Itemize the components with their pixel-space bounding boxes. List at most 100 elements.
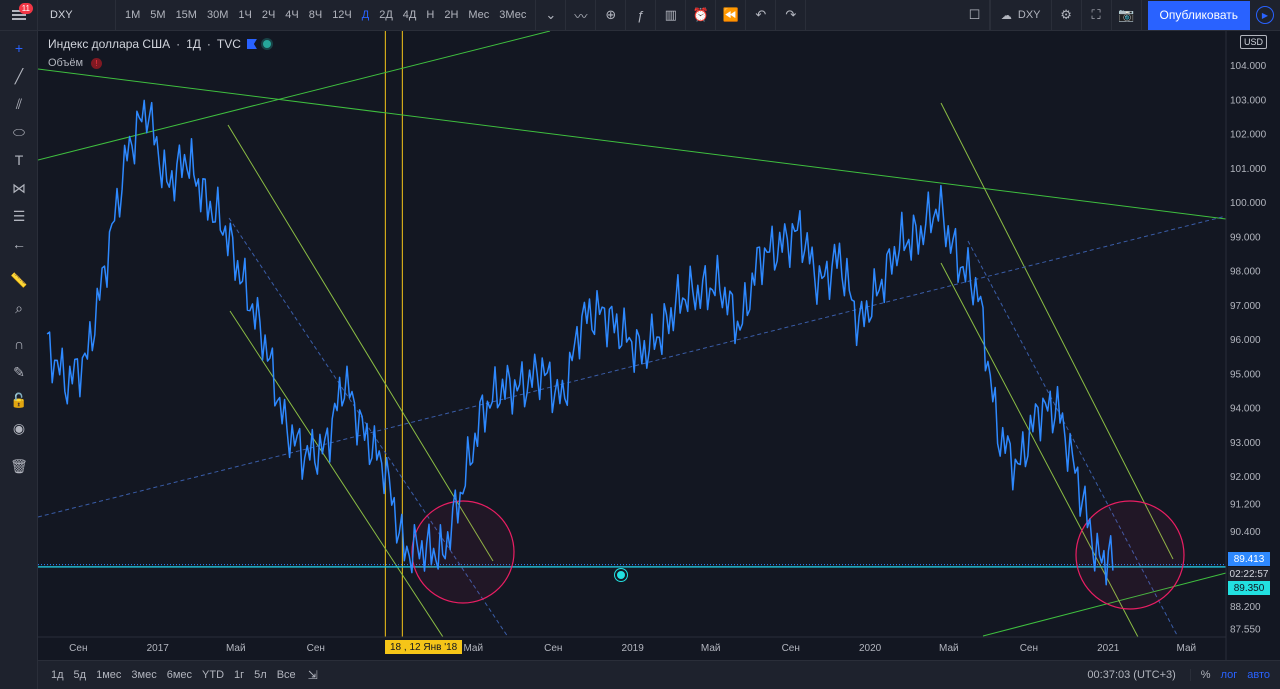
time-tick-label: Май	[701, 643, 721, 654]
price-scale[interactable]: 104.000 103.000 102.000 101.000 100.000 99.00…	[1230, 61, 1267, 635]
time-tick-label: Май	[463, 643, 483, 654]
text-tool-icon[interactable]: T	[14, 152, 24, 168]
range-8[interactable]: Все	[276, 669, 296, 681]
range-0[interactable]: 1д	[51, 669, 64, 681]
drawings-layer	[38, 31, 1227, 638]
long-dashed-line	[38, 215, 1227, 518]
price-tick-label: 97.000	[1230, 301, 1261, 312]
forecast-tool-icon[interactable]: ☰	[12, 207, 26, 224]
templates-icon[interactable]: ▥	[656, 0, 687, 31]
publish-button[interactable]: Опубликовать	[1147, 0, 1250, 30]
series-legend[interactable]: Индекс доллара США · 1Д · TVC	[48, 36, 271, 52]
highlight-circle-2018	[411, 500, 515, 604]
percent-toggle[interactable]: %	[1200, 669, 1211, 681]
camera-icon[interactable]: 📷	[1112, 0, 1142, 31]
zoom-tool-icon[interactable]: ⌕	[15, 299, 23, 316]
price-tick-label: 93.000	[1230, 438, 1261, 449]
range-1[interactable]: 5д	[73, 669, 87, 681]
price-tick-label: 104.000	[1230, 61, 1267, 72]
symbol-search-button[interactable]: DXY	[38, 0, 116, 31]
interval-14[interactable]: Мес	[468, 9, 490, 21]
range-4[interactable]: 6мес	[166, 669, 193, 681]
notification-badge: 11	[18, 2, 33, 14]
time-scale[interactable]: Сен 2017 Май Сен Май Сен 2019 Май Сен 2020 Май Сен 2…	[69, 643, 1196, 654]
trendline-tool-icon[interactable]: ╱	[14, 67, 24, 84]
interval-5[interactable]: 2Ч	[261, 9, 276, 21]
range-5[interactable]: YTD	[202, 669, 225, 681]
legend-title: Индекс доллара США	[48, 37, 171, 51]
chart-type-icon[interactable]: 〰	[566, 0, 597, 31]
redo-icon[interactable]: ↷	[776, 0, 807, 31]
layout-name-button[interactable]: ☁ DXY	[989, 0, 1052, 31]
interval-1[interactable]: 5М	[150, 9, 166, 21]
price-tick-label: 91.200	[1230, 499, 1261, 510]
fullscreen-icon[interactable]: ⛶	[1082, 0, 1112, 31]
interval-7[interactable]: 8Ч	[308, 9, 323, 21]
flag-icon[interactable]	[246, 39, 257, 49]
log-toggle[interactable]: лог	[1220, 669, 1238, 681]
arrow-back-icon[interactable]: ←	[12, 236, 26, 252]
channel-mid-2020	[967, 240, 1179, 638]
interval-4[interactable]: 1Ч	[238, 9, 252, 21]
time-tick-label: Сен	[782, 643, 800, 654]
interval-12[interactable]: Н	[426, 9, 435, 21]
drawing-toolbar: + ╱ ⫽ ⬭ T ⋈ ☰ ← 📏 ⌕ ∩ ✎ 🔓 ◉ 🗑	[0, 31, 38, 689]
price-series-line-1	[46, 99, 1114, 586]
interval-9[interactable]: Д	[361, 9, 370, 21]
range-list: 1д 5д 1мес 3мес 6мес YTD 1г 5л Все	[38, 669, 301, 681]
fib-tool-icon[interactable]: ⫽	[15, 95, 23, 112]
interval-10[interactable]: 2Д	[379, 9, 393, 21]
layout-symbol: DXY	[1017, 9, 1041, 21]
clock-timezone[interactable]: 00:37:03 (UTC+3)	[1087, 669, 1191, 681]
time-tick-label: Май	[939, 643, 959, 654]
volume-legend[interactable]: Объём !	[48, 54, 271, 72]
date-range-icon[interactable]: ⇲	[307, 668, 318, 682]
auto-toggle[interactable]: авто	[1247, 669, 1270, 681]
alarm-clock-icon[interactable]	[615, 569, 627, 581]
shapes-tool-icon[interactable]: ⬭	[13, 123, 25, 140]
indicators-icon[interactable]: ƒ	[626, 0, 657, 31]
pattern-tool-icon[interactable]: ⋈	[12, 179, 26, 196]
alert-icon[interactable]: ⏰	[686, 0, 717, 31]
magnet-tool-icon[interactable]: ∩	[13, 336, 25, 352]
time-tick-label: Сен	[69, 643, 87, 654]
ruler-tool-icon[interactable]: 📏	[10, 271, 28, 288]
stay-drawing-icon[interactable]: ✎	[13, 363, 25, 380]
main-menu-button[interactable]: 11	[0, 0, 38, 31]
time-tick-label: Сен	[544, 643, 562, 654]
time-tick-label: Сен	[1020, 643, 1038, 654]
price-chart[interactable]: 104.000 103.000 102.000 101.000 100.000 99.00…	[38, 31, 1280, 660]
price-tick-label: 90.400	[1230, 527, 1261, 538]
price-tick-label: 102.000	[1230, 130, 1267, 141]
interval-6[interactable]: 4Ч	[285, 9, 299, 21]
interval-11[interactable]: 4Д	[402, 9, 417, 21]
interval-0[interactable]: 1М	[125, 9, 141, 21]
play-button[interactable]: ▶	[1250, 0, 1280, 31]
channel-lower-2017	[229, 310, 444, 638]
undo-icon[interactable]: ↶	[746, 0, 777, 31]
replay-icon[interactable]: ⏪	[716, 0, 747, 31]
lock-icon[interactable]: 🔓	[10, 391, 28, 408]
interval-list: 1М 5М 15М 30М 1Ч 2Ч 4Ч 8Ч 12Ч Д 2Д 4Д Н 2Н Мес 3Мес	[116, 0, 537, 31]
layout-select-icon[interactable]: ☐	[960, 0, 990, 31]
settings-gear-icon[interactable]: ⚙	[1052, 0, 1082, 31]
crosshair-tool-icon[interactable]: +	[14, 40, 24, 56]
channel-upper-2020	[940, 102, 1174, 560]
compare-icon[interactable]: ⊕	[596, 0, 627, 31]
interval-2[interactable]: 15М	[175, 9, 197, 21]
range-7[interactable]: 5л	[254, 669, 267, 681]
interval-dropdown-icon[interactable]: ⌄	[536, 0, 567, 31]
resistance-trendline	[38, 68, 1227, 220]
interval-3[interactable]: 30М	[206, 9, 229, 21]
range-6[interactable]: 1г	[234, 669, 245, 681]
range-2[interactable]: 1мес	[96, 669, 122, 681]
interval-13[interactable]: 2Н	[444, 9, 459, 21]
price-tick-label: 100.000	[1230, 198, 1267, 209]
eye-icon[interactable]: ◉	[12, 419, 26, 436]
interval-8[interactable]: 12Ч	[332, 9, 352, 21]
interval-15[interactable]: 3Мес	[499, 9, 527, 21]
trash-icon[interactable]: 🗑	[10, 457, 28, 474]
range-3[interactable]: 3мес	[131, 669, 157, 681]
currency-badge[interactable]: USD	[1240, 35, 1268, 49]
highlight-circle-2020	[1075, 500, 1185, 610]
